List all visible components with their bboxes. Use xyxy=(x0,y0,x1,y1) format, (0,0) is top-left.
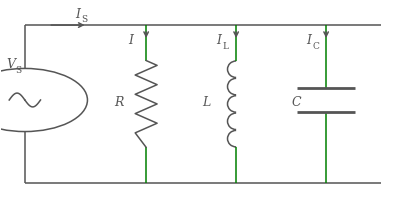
Text: L: L xyxy=(203,96,211,109)
Text: C: C xyxy=(312,42,319,51)
Text: L: L xyxy=(223,42,229,51)
Text: I: I xyxy=(306,34,311,47)
Text: I: I xyxy=(128,34,133,47)
Text: S: S xyxy=(15,66,21,75)
Text: I: I xyxy=(75,8,80,21)
Text: V: V xyxy=(7,58,16,71)
Text: S: S xyxy=(81,15,87,24)
Text: R: R xyxy=(114,96,123,109)
Text: I: I xyxy=(216,34,221,47)
Text: C: C xyxy=(292,96,301,109)
